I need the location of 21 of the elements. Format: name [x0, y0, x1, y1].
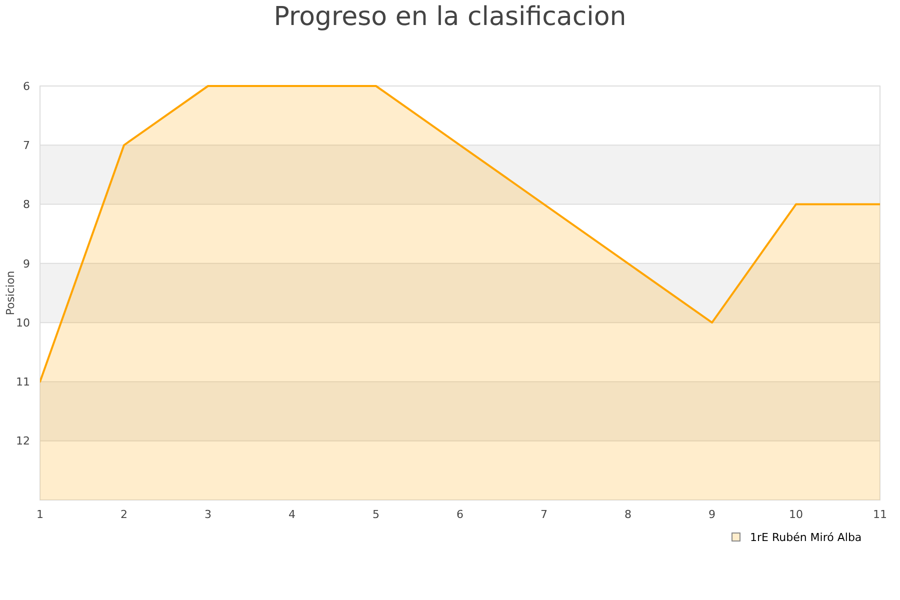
x-tick-label: 3	[204, 508, 212, 521]
x-tick-label: 7	[540, 508, 548, 521]
x-tick-label: 4	[288, 508, 296, 521]
legend-label: 1rE Rubén Miró Alba	[750, 530, 862, 544]
x-tick-label: 9	[708, 508, 716, 521]
y-tick-label: 6	[23, 80, 30, 93]
y-tick-label: 9	[23, 257, 30, 270]
y-tick-label: 12	[16, 434, 30, 448]
x-tick-label: 2	[120, 508, 128, 521]
x-tick-label: 5	[372, 508, 380, 521]
y-axis-title: Posicion	[4, 270, 17, 316]
x-tick-label: 6	[456, 508, 464, 521]
chart-title: Progreso en la clasificacion	[274, 2, 626, 32]
x-tick-label: 1	[36, 508, 44, 521]
y-tick-label: 8	[23, 198, 30, 212]
y-tick-label: 7	[23, 138, 30, 152]
x-tick-label: 10	[789, 508, 803, 521]
x-tick-label: 8	[624, 508, 632, 521]
y-tick-label: 11	[16, 376, 30, 389]
y-tick-label: 10	[16, 316, 30, 330]
x-tick-label: 11	[873, 508, 887, 521]
